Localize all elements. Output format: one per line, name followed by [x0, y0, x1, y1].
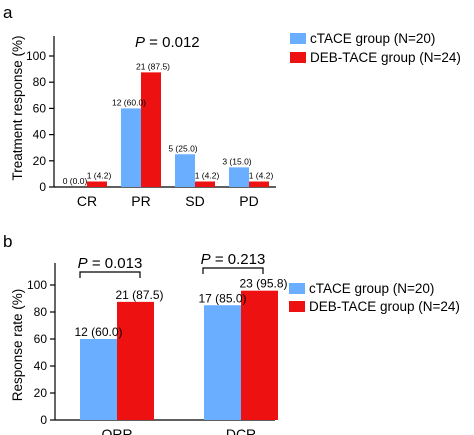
panel-b: b Response rate (%) 0 20 40 60 80 100 12 (60.… — [3, 232, 460, 435]
panel-a-category-pr: PR — [131, 193, 150, 209]
panel-a-bar-cr-s1 — [87, 181, 107, 187]
panel-a-bar-pd-s0 — [229, 167, 249, 187]
panel-a-y-axis-title: Treatment response (%) — [10, 35, 25, 180]
legend-label-ctace: cTACE group (N=20) — [310, 31, 435, 46]
panel-a-bar-pd-s1 — [249, 181, 269, 187]
panel-b-bar-dcr-s1 — [241, 290, 278, 420]
panel-b-p-value-orr: P = 0.013 — [78, 255, 143, 272]
panel-b-bar-orr-s1 — [117, 301, 154, 420]
panel-a-data-label-sd-s1: 1 (4.2) — [195, 170, 220, 180]
panel-a-data-label-pd-s0: 3 (15.0) — [222, 156, 251, 166]
panel-a-legend: cTACE group (N=20) DEB-TACE group (N=24) — [290, 31, 461, 65]
panel-a-p-value: P = 0.012 — [135, 34, 200, 51]
panel-a-data-label-cr-s0: 0 (0.0) — [63, 176, 88, 186]
panel-b-data-label-orr-s1: 21 (87.5) — [115, 288, 163, 302]
panel-b-data-label-orr-s0: 12 (60.0) — [74, 325, 122, 339]
panel-b-bar-dcr-s0 — [204, 305, 241, 420]
panel-a-y-tick-label-40: 40 — [33, 128, 47, 142]
legend-swatch-deb — [290, 52, 306, 63]
panel-a-y-tick-label-100: 100 — [26, 49, 46, 63]
panel-a-y-tick-label-0: 0 — [39, 180, 46, 194]
panel-a-letter: a — [3, 3, 13, 22]
legend-label-deb-b: DEB-TACE group (N=24) — [309, 299, 460, 314]
panel-a-data-label-pr-s0: 12 (60.0) — [112, 97, 146, 107]
panel-b-y-tick-label-0: 0 — [40, 413, 47, 427]
panel-a-data-label-sd-s0: 5 (25.0) — [168, 143, 197, 153]
panel-a-data-label-cr-s1: 1 (4.2) — [87, 170, 112, 180]
panel-a-bar-sd-s0 — [175, 154, 195, 187]
legend-swatch-ctace-b — [289, 283, 305, 294]
panel-b-letter: b — [3, 232, 12, 251]
panel-b-y-axis-title: Response rate (%) — [10, 289, 25, 402]
panel-b-legend: cTACE group (N=20) DEB-TACE group (N=24) — [289, 281, 460, 314]
panel-a-bar-sd-s1 — [195, 181, 215, 187]
panel-a-y-tick-label-20: 20 — [33, 154, 47, 168]
panel-a-bar-pr-s1 — [141, 72, 161, 187]
panel-a-category-cr: CR — [77, 193, 97, 209]
legend-swatch-deb-b — [289, 301, 305, 312]
panel-a-y-tick-label-80: 80 — [33, 75, 47, 89]
panel-a-bar-pr-s0 — [121, 108, 141, 187]
panel-b-y-tick-label-80: 80 — [34, 305, 48, 319]
panel-a-data-label-pr-s1: 21 (87.5) — [136, 61, 170, 71]
panel-a-y-tick-label-60: 60 — [33, 101, 47, 115]
panel-b-data-label-dcr-s0: 17 (85.0) — [198, 291, 246, 305]
panel-b-y-tick-label-40: 40 — [34, 359, 48, 373]
panel-b-bracket-dcr — [202, 267, 264, 274]
legend-label-deb: DEB-TACE group (N=24) — [310, 50, 461, 65]
legend-label-ctace-b: cTACE group (N=20) — [309, 281, 434, 296]
panel-b-bracket-orr — [79, 271, 141, 278]
panel-b-category-orr: ORR — [101, 426, 132, 435]
panel-b-data-label-dcr-s1: 23 (95.8) — [239, 277, 287, 291]
panel-b-p-value-dcr: P = 0.213 — [201, 251, 266, 268]
panel-a: a Treatment response (%) 0 20 40 60 80 100 0 … — [3, 3, 461, 209]
panel-b-y-tick-label-100: 100 — [27, 278, 47, 292]
panel-b-y-tick-label-20: 20 — [34, 386, 48, 400]
panel-b-y-tick-label-60: 60 — [34, 332, 48, 346]
legend-swatch-ctace — [290, 33, 306, 44]
panel-a-category-sd: SD — [185, 193, 204, 209]
panel-b-bar-orr-s0 — [80, 339, 117, 420]
panel-a-category-pd: PD — [239, 193, 258, 209]
panel-b-category-dcr: DCR — [226, 426, 256, 435]
panel-a-data-label-pd-s1: 1 (4.2) — [249, 170, 274, 180]
